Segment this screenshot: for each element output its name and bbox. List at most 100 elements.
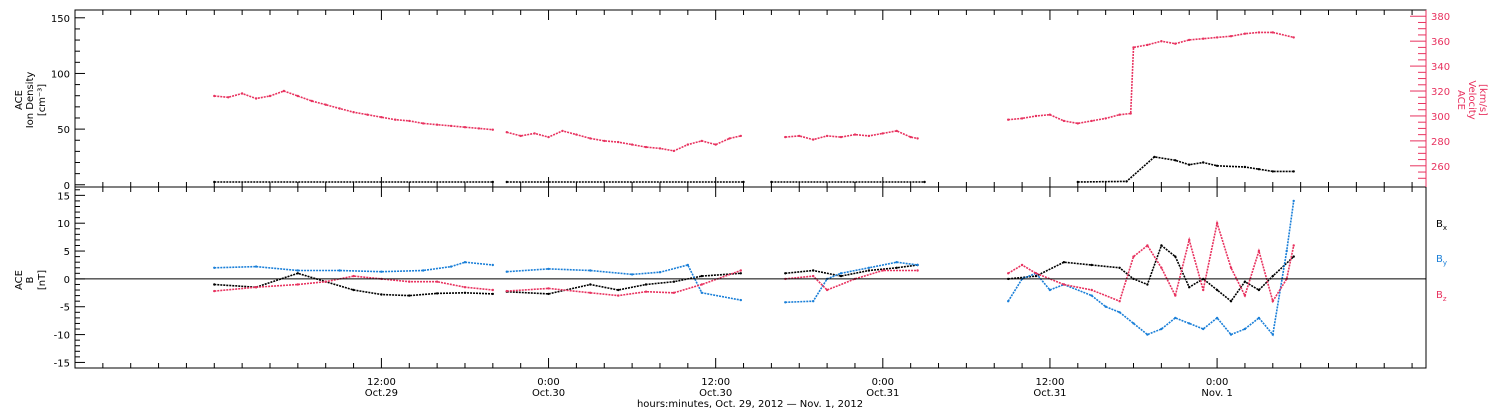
top-density-point [1243, 165, 1247, 169]
legend-bz-main: B [1436, 290, 1443, 301]
top-velocity-point [227, 96, 230, 99]
bottom-by-point [1104, 305, 1107, 308]
top-velocity-point [1243, 32, 1247, 35]
bottom-tick-label: 0 [64, 275, 70, 286]
top-velocity-point [617, 140, 620, 144]
bottom-bz-point [1215, 222, 1219, 225]
top-right-tick-label: 260 [1431, 162, 1450, 173]
x-tick-date: Oct.31 [1033, 388, 1066, 399]
bottom-by-point [547, 267, 550, 271]
bottom-bz-point [254, 286, 258, 289]
bottom-by-point [463, 261, 467, 264]
bottom-by-point [1271, 333, 1275, 336]
bottom-by-point [1118, 311, 1121, 314]
bottom-bz-point [672, 291, 676, 294]
top-velocity-point [449, 124, 453, 128]
top-velocity-point [1034, 114, 1038, 118]
bottom-bz-point [435, 280, 439, 283]
top-velocity-point [1048, 113, 1052, 116]
bottom-bx-point [1034, 274, 1038, 278]
bottom-bz-point [408, 280, 411, 283]
bottom-bz-point [491, 288, 494, 292]
bottom-bx-point [867, 269, 871, 272]
bottom-bx-point [408, 294, 411, 297]
bottom-ylabel-line1: ACE [14, 270, 25, 290]
top-velocity-point [463, 126, 467, 129]
bottom-tick-label: 10 [57, 219, 70, 230]
bottom-bx-point [812, 269, 815, 272]
top-velocity-point [575, 133, 578, 136]
bottom-by-point [338, 269, 341, 272]
bottom-bz-point [1257, 249, 1261, 253]
bottom-by-point [784, 301, 787, 304]
bottom-bx-point [380, 293, 383, 296]
bottom-bz-point [1090, 288, 1093, 292]
top-velocity-point [533, 132, 536, 135]
legend-bz-sub: z [1443, 295, 1447, 303]
top-velocity-point [1202, 37, 1205, 40]
bottom-bz-point [825, 288, 829, 292]
svg-text:Bz: Bz [1436, 290, 1447, 303]
bottom-bz-point [1292, 244, 1295, 247]
x-axis-label: hours:minutes, Oct. 29, 2012 — Nov. 1, 2… [637, 399, 863, 410]
bottom-bx-point [895, 266, 898, 269]
top-velocity-point [282, 89, 286, 93]
top-velocity-point [1076, 122, 1080, 125]
top-density-segment [1077, 156, 1294, 183]
top-velocity-point [1229, 35, 1233, 38]
top-velocity-point [672, 149, 676, 153]
bottom-bz-point [700, 283, 703, 286]
bottom-bx-point [213, 283, 216, 286]
top-left-ylabel-line3: [cm⁻³] [37, 84, 48, 116]
bottom-by-point [1243, 327, 1247, 331]
bottom-bx-segment [506, 272, 741, 295]
bottom-bx-point [1257, 288, 1261, 292]
bottom-bx-point [1090, 263, 1093, 267]
bottom-by-point [686, 263, 689, 267]
svg-text:Bx: Bx [1436, 219, 1447, 232]
top-velocity-point [519, 134, 522, 138]
x-tick-time: 0:00 [872, 377, 894, 388]
top-velocity-segment [214, 90, 493, 131]
bottom-by-point [1132, 322, 1135, 325]
top-velocity-point [1020, 117, 1024, 120]
x-tick-time: 12:00 [701, 377, 730, 388]
top-velocity-point [1257, 31, 1261, 34]
x-tick-date: Oct.30 [532, 388, 565, 399]
top-velocity-point [352, 111, 355, 114]
bottom-bx-point [435, 292, 439, 295]
top-velocity-point [1215, 36, 1219, 39]
bottom-by-point [491, 263, 494, 267]
data-marks [213, 31, 1295, 337]
top-velocity-point [268, 94, 272, 98]
top-velocity-point [394, 118, 397, 121]
bottom-bz-point [617, 294, 620, 297]
bottom-bx-segment [214, 272, 493, 297]
top-velocity-point [1160, 40, 1163, 43]
bottom-bx-point [1146, 283, 1149, 286]
bottom-bx-point [700, 274, 703, 278]
bottom-by-point [589, 269, 592, 272]
bottom-by-point [1174, 316, 1177, 320]
legend-by-main: B [1436, 254, 1443, 265]
bottom-bz-point [881, 269, 884, 272]
bottom-tick-label: 5 [64, 247, 70, 258]
bottom-by-point [1292, 199, 1295, 203]
top-velocity-point [853, 133, 857, 136]
bottom-bx-point [1160, 244, 1163, 247]
bottom-bx-point [1243, 280, 1247, 283]
top-velocity-point [240, 92, 244, 95]
bottom-bx-point [1229, 300, 1233, 303]
top-velocity-point [603, 139, 606, 143]
top-velocity-point [700, 139, 703, 143]
top-velocity-point [839, 135, 843, 139]
bottom-bz-segment [785, 269, 918, 291]
top-right-tick-label: 360 [1431, 37, 1450, 48]
top-right-ylabel-line1: ACE [1455, 90, 1466, 110]
bottom-bz-point [916, 269, 919, 272]
bottom-tick-label: -5 [60, 303, 70, 314]
bottom-bz-point [324, 280, 327, 283]
bottom-by-point [380, 270, 383, 273]
top-velocity-point [895, 129, 898, 133]
bottom-ylabel-line2: B [25, 276, 36, 283]
